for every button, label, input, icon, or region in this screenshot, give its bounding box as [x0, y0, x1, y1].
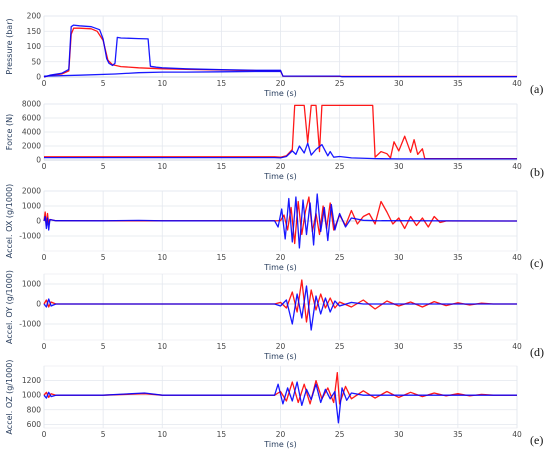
y-tick-label: 600: [27, 420, 42, 429]
x-tick-label: 25: [335, 79, 345, 88]
y-tick-label: 1200: [22, 376, 41, 385]
y-tick-label: 1000: [22, 391, 41, 400]
x-tick-label: 15: [217, 430, 227, 439]
x-axis-title: Time (s): [263, 440, 297, 449]
x-tick-label: 0: [42, 430, 47, 439]
x-tick-label: 30: [394, 430, 404, 439]
panel-c: 0 5 10 15 20 25 30 35 40 -1000 0 1000 2000 Time (s) Ac…: [5, 184, 543, 272]
x-tick-label: 0: [42, 342, 47, 351]
x-tick-label: 20: [276, 342, 286, 351]
x-tick-label: 25: [335, 342, 345, 351]
y-axis-title: Accel. OX (g/1000): [5, 184, 14, 259]
y-tick-label: 200: [27, 12, 42, 21]
x-tick-label: 30: [394, 253, 404, 262]
series-line-red: [44, 104, 517, 160]
series-line-blue: [43, 381, 517, 424]
panel-label: (e): [530, 433, 543, 447]
x-tick-label: 15: [217, 162, 227, 171]
y-tick-label: 1000: [22, 202, 41, 211]
x-axis-title: Time (s): [263, 352, 297, 361]
panel-label: (c): [530, 256, 543, 270]
x-tick-label: 35: [453, 253, 463, 262]
panel-label: (a): [530, 82, 543, 96]
x-tick-label: 40: [512, 162, 522, 171]
x-axis-title: Time (s): [263, 172, 297, 181]
x-tick-label: 0: [42, 253, 47, 262]
x-tick-label: 5: [101, 79, 106, 88]
y-tick-label: 8000: [22, 100, 41, 109]
panel-b: 0 5 10 15 20 25 30 35 40 0 2000 4000 6000 8000 Time (s…: [5, 100, 544, 182]
x-tick-label: 35: [453, 430, 463, 439]
y-tick-label: 0: [36, 73, 41, 82]
y-tick-label: 50: [31, 57, 41, 66]
y-tick-label: 2000: [22, 142, 41, 151]
panel-d: 0 5 10 15 20 25 30 35 40 -1000 0 1000 Time (s) Accel.…: [5, 270, 544, 361]
y-tick-label: 2000: [22, 187, 41, 196]
x-tick-label: 20: [276, 253, 286, 262]
panel-a: 0 5 10 15 20 25 30 35 40 0 50 100 150 200 Time (s) Pres…: [5, 12, 543, 99]
x-tick-label: 40: [512, 253, 522, 262]
x-tick-label: 40: [512, 342, 522, 351]
y-tick-label: 0: [36, 217, 41, 226]
panel-label: (d): [530, 345, 544, 359]
x-tick-label: 15: [217, 79, 227, 88]
x-tick-label: 10: [157, 162, 167, 171]
x-tick-label: 30: [394, 162, 404, 171]
y-axis-title: Pressure (bar): [5, 18, 14, 74]
y-tick-label: 4000: [22, 128, 41, 137]
series-line-blue: [43, 70, 281, 77]
y-axis-title: Accel. OY (g/1000): [5, 270, 14, 344]
y-tick-label: 800: [27, 405, 42, 414]
x-tick-label: 35: [453, 162, 463, 171]
y-tick-label: -1000: [19, 320, 41, 329]
x-tick-label: 25: [335, 430, 345, 439]
series-line-blue: [44, 142, 517, 160]
x-tick-label: 15: [217, 253, 227, 262]
x-tick-label: 0: [42, 79, 47, 88]
x-tick-label: 10: [157, 430, 167, 439]
y-tick-label: 100: [27, 42, 42, 51]
panel-e: 0 5 10 15 20 25 30 35 40 600 800 1000 1200 Time (s) Ac…: [5, 359, 543, 449]
y-tick-label: 150: [27, 27, 42, 36]
x-tick-label: 5: [101, 430, 106, 439]
x-tick-label: 25: [335, 253, 345, 262]
x-tick-label: 25: [335, 162, 345, 171]
x-tick-label: 0: [42, 162, 47, 171]
x-tick-label: 15: [217, 342, 227, 351]
x-axis-title: Time (s): [263, 263, 297, 272]
x-tick-label: 5: [101, 342, 106, 351]
x-tick-label: 30: [394, 79, 404, 88]
x-tick-label: 10: [157, 253, 167, 262]
x-tick-label: 10: [157, 342, 167, 351]
panel-label: (b): [530, 165, 544, 179]
x-tick-label: 20: [276, 162, 286, 171]
x-tick-label: 35: [453, 79, 463, 88]
x-tick-label: 10: [157, 79, 167, 88]
series-line-red: [43, 371, 517, 405]
x-tick-label: 20: [276, 79, 286, 88]
y-tick-label: 0: [36, 300, 41, 309]
x-axis-title: Time (s): [263, 89, 297, 98]
x-tick-label: 35: [453, 342, 463, 351]
x-tick-label: 30: [394, 342, 404, 351]
x-tick-label: 5: [101, 253, 106, 262]
series-line-blue: [43, 24, 517, 78]
y-tick-label: -1000: [19, 232, 41, 241]
series-line-blue: [43, 193, 518, 249]
x-tick-label: 40: [512, 430, 522, 439]
y-tick-label: 1000: [22, 280, 41, 289]
series-line-blue: [43, 285, 517, 331]
x-tick-label: 40: [512, 79, 522, 88]
y-axis-title: Accel. OZ (g/1000): [5, 359, 14, 434]
y-tick-label: 0: [36, 156, 41, 165]
y-axis-title: Force (N): [5, 114, 14, 150]
x-tick-label: 20: [276, 430, 286, 439]
y-tick-label: 6000: [22, 114, 41, 123]
x-tick-label: 5: [101, 162, 106, 171]
